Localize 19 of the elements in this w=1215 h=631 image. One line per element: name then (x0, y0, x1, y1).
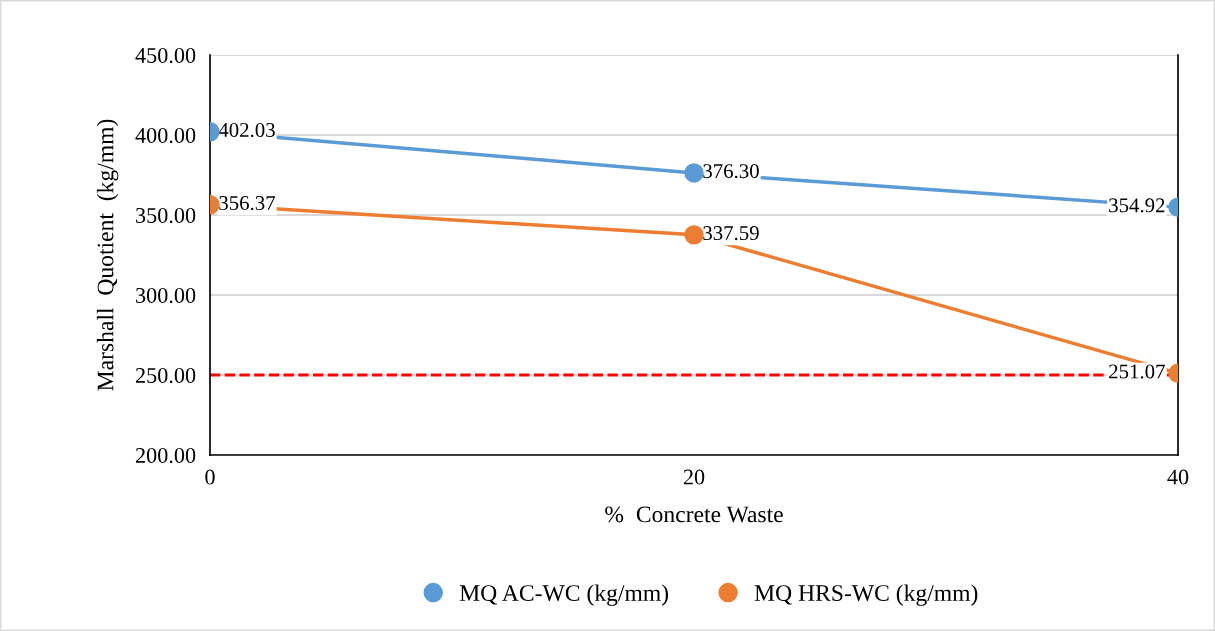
y-tick-label: 400.00 (135, 127, 196, 144)
data-label: 356.37 (219, 196, 276, 211)
x-axis-title: % Concrete Waste (605, 506, 783, 523)
y-tick-label: 350.00 (136, 207, 196, 224)
y-tick-label: 450.00 (135, 47, 196, 64)
x-tick-label: 20 (683, 469, 705, 485)
data-label: 402.03 (218, 122, 275, 138)
legend-label: MQ AC-WC (kg/mm) (459, 584, 669, 606)
data-label: 354.92 (1109, 198, 1165, 213)
data-label: 376.30 (703, 164, 759, 179)
y-axis-title: Marshall Quotient (kg/mm) (96, 119, 119, 391)
data-label: 251.07 (1109, 364, 1165, 379)
y-tick-label: 250.00 (135, 367, 196, 384)
x-tick-label: 0 (205, 469, 215, 485)
data-label: 337.59 (703, 226, 759, 241)
y-tick-label: 300.00 (136, 287, 196, 304)
y-tick-label: 200.00 (135, 447, 196, 464)
x-tick-label: 40 (1167, 469, 1189, 485)
legend-label: MQ HRS-WC (kg/mm) (754, 584, 978, 606)
